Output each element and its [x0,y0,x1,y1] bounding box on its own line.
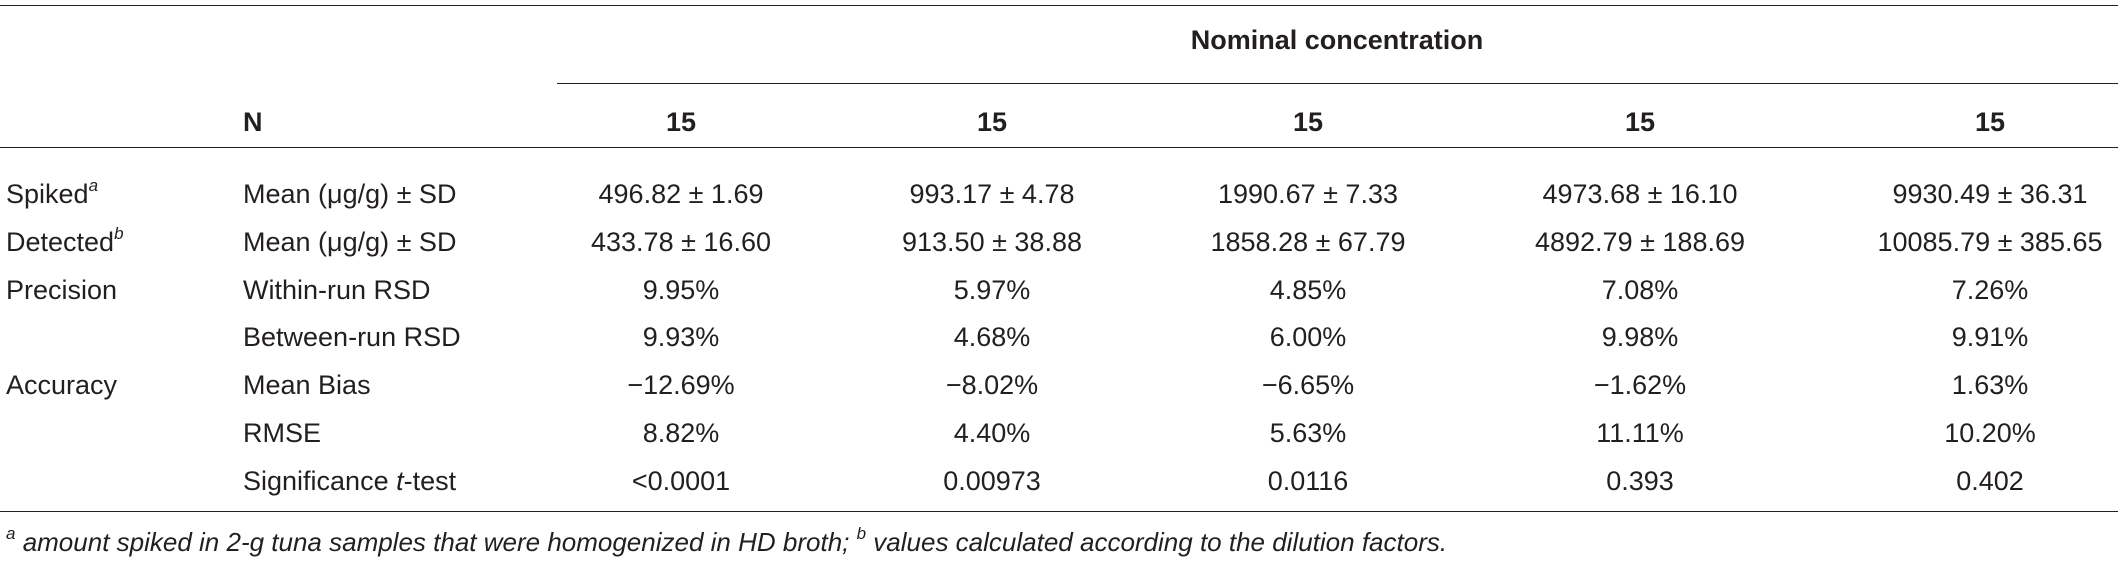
top-rule [0,5,2118,6]
table-cell: 5.63% [1269,418,1347,448]
row-measure-label: Significance [243,466,397,496]
table-cell: −12.69% [627,370,735,400]
n-label: N [243,107,263,137]
table-cell: 10.20% [1944,418,2036,448]
n-value: 15 [1292,107,1324,137]
table-cell: 9.98% [1601,322,1679,352]
row-category: Precision [6,274,117,306]
table-cell: 5.97% [953,275,1031,305]
table-cell: 913.50 ± 38.88 [902,227,1082,257]
footnote-b-text: values calculated according to the dilut… [866,527,1448,557]
table-cell: −6.65% [1261,370,1355,400]
table-cell: 496.82 ± 1.69 [598,179,764,209]
table-cell: 4.68% [953,322,1031,352]
row-measure: Within-run RSD [243,274,431,306]
n-value: 15 [976,107,1008,137]
table-cell: 11.11% [1596,418,1684,448]
row-category: Detectedb [6,224,124,258]
table-cell: 0.0116 [1267,466,1349,496]
table-cell: 433.78 ± 16.60 [591,227,771,257]
table-cell: −1.62% [1593,370,1687,400]
row-category-footnote-mark: b [114,224,124,243]
group-underline [557,83,2118,84]
table-cell: <0.0001 [631,466,731,496]
table-cell: 9930.49 ± 36.31 [1892,179,2088,209]
footnote-a-text: amount spiked in 2-g tuna samples that w… [15,527,857,557]
row-category: Accuracy [6,369,117,401]
bottom-rule [0,511,2118,512]
table-cell: 7.26% [1951,275,2029,305]
row-measure-label: RMSE [243,418,322,448]
row-measure-label: Between-run RSD [243,322,461,352]
row-measure-label: Within-run RSD [243,275,431,305]
table-cell: 1858.28 ± 67.79 [1210,227,1406,257]
group-title: Nominal concentration [1190,25,1484,55]
row-measure: Mean (μg/g) ± SD [243,178,456,210]
table-cell: 6.00% [1269,322,1347,352]
footnote-a-mark: a [6,524,16,544]
row-measure-label: Mean (μg/g) ± SD [243,179,457,209]
footnote: a amount spiked in 2-g tuna samples that… [6,524,1448,558]
row-category-label: Precision [6,275,118,305]
row-measure-italic: t [396,466,404,496]
table-cell: 9.91% [1951,322,2029,352]
table-cell: 9.93% [642,322,720,352]
row-measure-suffix: -test [403,466,457,496]
n-value: 15 [665,107,697,137]
table-cell: 993.17 ± 4.78 [909,179,1075,209]
table-cell: −8.02% [945,370,1039,400]
row-category-label: Spiked [6,179,89,209]
row-category: Spikeda [6,176,99,210]
row-measure: Between-run RSD [243,321,461,353]
row-measure-label: Mean Bias [243,370,371,400]
n-value: 15 [1624,107,1656,137]
table-cell: 0.00973 [943,466,1041,496]
n-value: 15 [1974,107,2006,137]
row-category-label: Detected [6,227,115,257]
row-measure: RMSE [243,417,321,449]
row-category-label: Accuracy [6,370,118,400]
table-cell: 1.63% [1951,370,2029,400]
row-category-footnote-mark: a [88,176,99,195]
table-cell: 1990.67 ± 7.33 [1218,179,1398,209]
table-cell: 9.95% [642,275,720,305]
table-cell: 0.393 [1606,466,1674,496]
table-cell: 4.40% [953,418,1031,448]
header-rule [0,147,2118,148]
table-cell: 4973.68 ± 16.10 [1542,179,1738,209]
table-cell: 10085.79 ± 385.65 [1877,227,2103,257]
footnote-b-mark: b [856,524,867,544]
row-measure-label: Mean (μg/g) ± SD [243,227,457,257]
row-measure: Mean Bias [243,369,371,401]
row-measure: Mean (μg/g) ± SD [243,226,456,258]
table-cell: 4.85% [1269,275,1347,305]
table-cell: 7.08% [1601,275,1679,305]
table-cell: 8.82% [642,418,720,448]
table-cell: 4892.79 ± 188.69 [1534,227,1746,257]
table-cell: 0.402 [1956,466,2024,496]
row-measure: Significance t-test [243,465,456,497]
